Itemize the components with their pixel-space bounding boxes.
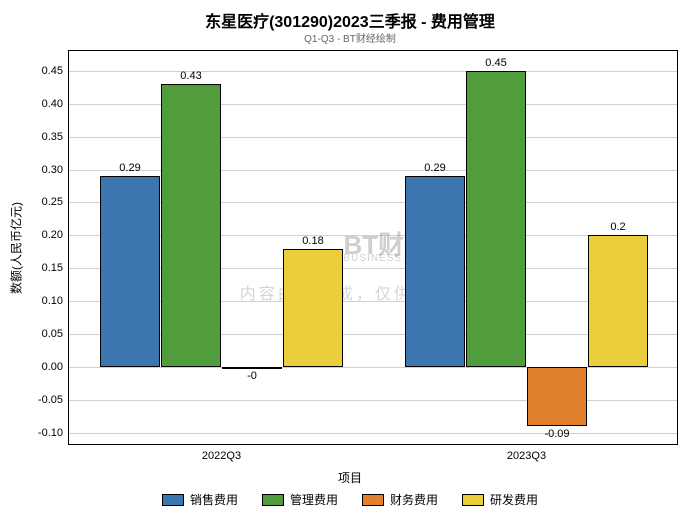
legend-label: 研发费用	[490, 491, 538, 508]
legend-item: 销售费用	[162, 491, 238, 508]
plot-area: -0.10-0.050.000.050.100.150.200.250.300.…	[68, 50, 678, 445]
bar-value-label: 0.45	[485, 57, 506, 69]
bar	[222, 367, 282, 369]
legend-label: 管理费用	[290, 491, 338, 508]
y-axis-label: 数额(人民币亿元)	[8, 202, 25, 294]
y-tick-label: -0.05	[38, 394, 69, 406]
bar	[100, 176, 160, 367]
x-tick-label: 2023Q3	[507, 444, 546, 462]
y-tick-label: 0.00	[42, 361, 69, 373]
y-tick-label: 0.20	[42, 229, 69, 241]
x-axis-label: 项目	[0, 469, 700, 486]
y-tick-label: 0.10	[42, 295, 69, 307]
y-tick-label: 0.30	[42, 164, 69, 176]
y-tick-label: 0.45	[42, 65, 69, 77]
y-tick-label: 0.40	[42, 98, 69, 110]
y-tick-label: -0.10	[38, 427, 69, 439]
legend-item: 财务费用	[362, 491, 438, 508]
y-tick-label: 0.15	[42, 262, 69, 274]
chart-subtitle: Q1-Q3 - BT财经绘制	[0, 30, 700, 45]
legend-swatch	[162, 494, 184, 506]
chart-title: 东星医疗(301290)2023三季报 - 费用管理	[0, 8, 700, 32]
legend-label: 销售费用	[190, 491, 238, 508]
bar	[527, 367, 587, 426]
grid-line	[69, 71, 677, 72]
bar-value-label: -0.09	[544, 428, 569, 440]
bar	[283, 249, 343, 368]
legend-item: 研发费用	[462, 491, 538, 508]
bar	[588, 235, 648, 367]
y-tick-label: 0.25	[42, 196, 69, 208]
legend-label: 财务费用	[390, 491, 438, 508]
x-tick-label: 2022Q3	[202, 444, 241, 462]
chart-container: 东星医疗(301290)2023三季报 - 费用管理 Q1-Q3 - BT财经绘…	[0, 0, 700, 524]
legend-swatch	[362, 494, 384, 506]
legend-item: 管理费用	[262, 491, 338, 508]
bar-value-label: 0.18	[302, 235, 323, 247]
bar-value-label: 0.29	[424, 162, 445, 174]
bar-value-label: 0.43	[180, 70, 201, 82]
bar-value-label: -0	[247, 370, 257, 382]
bar	[466, 71, 526, 367]
bar-value-label: 0.2	[610, 221, 625, 233]
bar-value-label: 0.29	[119, 162, 140, 174]
legend-swatch	[462, 494, 484, 506]
legend: 销售费用 管理费用 财务费用 研发费用	[0, 491, 700, 508]
grid-line	[69, 433, 677, 434]
y-tick-label: 0.35	[42, 131, 69, 143]
bar	[405, 176, 465, 367]
bar	[161, 84, 221, 367]
y-tick-label: 0.05	[42, 328, 69, 340]
legend-swatch	[262, 494, 284, 506]
